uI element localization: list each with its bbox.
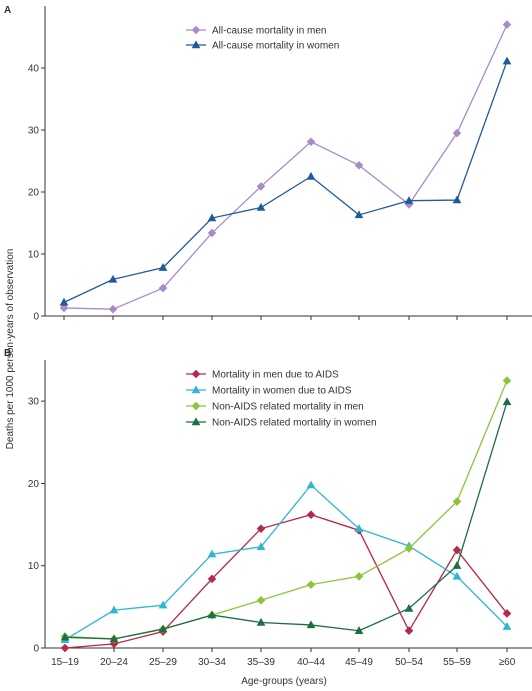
y-tick-label: 10	[28, 561, 40, 572]
legend-label: All-cause mortality in women	[212, 41, 339, 52]
series-2-point	[59, 297, 69, 306]
x-tick-label: 35–39	[247, 657, 275, 668]
panel-a-letter: A	[4, 5, 11, 16]
series-2-point	[109, 605, 119, 614]
legend-label: Mortality in women due to AIDS	[212, 386, 352, 397]
x-tick-label: 30–34	[198, 657, 226, 668]
series-2-point	[354, 524, 364, 532]
series-line-1	[64, 514, 508, 649]
series-4-point	[404, 603, 414, 612]
series-1-point	[60, 643, 70, 653]
y-tick-label: 30	[28, 397, 40, 408]
series-3-point	[306, 580, 316, 589]
x-tick-label: 20–24	[100, 657, 128, 668]
x-tick-label: 15–19	[51, 657, 79, 668]
series-3-point	[354, 572, 364, 581]
legend-label: Mortality in men due to AIDS	[212, 370, 339, 381]
series-4-point	[354, 626, 364, 634]
x-tick-label: 45–49	[345, 657, 373, 668]
series-line-1	[63, 24, 508, 310]
series-2-point	[306, 480, 316, 489]
series-2-point	[108, 274, 118, 283]
series-1-point	[404, 626, 414, 636]
x-tick-label: 55–59	[443, 657, 471, 668]
legend-marker	[191, 369, 201, 379]
series-2-point	[207, 213, 217, 222]
series-2-point	[502, 622, 512, 630]
legend-marker	[191, 401, 201, 411]
legend-marker	[191, 25, 201, 35]
x-tick-label: 25–29	[149, 657, 177, 668]
y-tick-label: 30	[28, 126, 40, 137]
series-1-point	[158, 283, 168, 293]
series-2-point	[404, 196, 414, 204]
x-tick-label: 50–54	[395, 657, 423, 668]
series-2-point	[502, 56, 512, 65]
series-3-point	[256, 595, 266, 605]
y-tick-label: 0	[33, 312, 39, 323]
legend-marker	[191, 385, 201, 394]
panel-b-plot: 0 10 20 30 15–19 20–24 25–29 30–34 35–39 40–44 45–…	[28, 360, 532, 668]
series-2-point	[256, 542, 266, 551]
series-line-2	[64, 484, 508, 641]
series-2-point	[158, 263, 168, 271]
series-2-point	[256, 202, 266, 211]
y-tick-label: 10	[28, 250, 40, 261]
series-4-point	[158, 624, 168, 633]
y-tick-label: 0	[33, 644, 39, 655]
series-line-4	[64, 401, 508, 640]
series-2-point	[306, 171, 316, 180]
series-4-point	[452, 561, 462, 569]
series-4-point	[109, 634, 119, 643]
series-1-point	[452, 545, 462, 555]
legend-label: Non-AIDS related mortality in women	[212, 418, 377, 429]
series-1-point	[207, 228, 217, 238]
series-1-point	[207, 574, 217, 584]
series-1-point	[354, 161, 364, 170]
series-2-point	[354, 210, 364, 219]
series-4-point	[306, 620, 316, 629]
y-tick-label: 40	[28, 64, 40, 75]
legend-label: All-cause mortality in men	[212, 26, 326, 37]
legend-marker	[191, 417, 201, 426]
series-1-point	[306, 510, 316, 519]
legend-label: Non-AIDS related mortality in men	[212, 402, 364, 413]
x-tick-label: ≥60	[499, 657, 516, 668]
series-1-point	[256, 524, 266, 533]
series-line-2	[63, 60, 508, 303]
series-1-point	[256, 182, 266, 191]
legend-marker	[191, 40, 201, 49]
series-1-point	[502, 20, 512, 29]
series-1-point	[306, 137, 316, 147]
series-3-point	[404, 544, 414, 553]
series-1-point	[452, 128, 462, 138]
series-4-point	[60, 632, 70, 641]
series-3-point	[452, 497, 462, 506]
series-1-point	[502, 609, 512, 618]
series-4-point	[256, 617, 266, 626]
panel-b-letter: B	[4, 348, 11, 359]
y-tick-label: 20	[28, 188, 40, 199]
series-1-point	[59, 303, 69, 313]
series-4-point	[207, 610, 217, 619]
series-4-point	[502, 397, 512, 406]
y-axis-label: Deaths per 1000 person-years of observat…	[5, 249, 16, 450]
series-3-point	[502, 376, 512, 385]
series-2-point	[207, 549, 217, 558]
panel-a-plot: 0 10 20 30 40 All-cause mortality in men All-c…	[28, 6, 532, 323]
y-tick-label: 20	[28, 479, 40, 490]
series-2-point	[158, 600, 168, 609]
x-tick-label: 40–44	[297, 657, 325, 668]
x-axis-label: Age-groups (years)	[241, 676, 327, 687]
series-1-point	[108, 304, 118, 314]
series-2-point	[452, 195, 462, 204]
series-2-point	[452, 571, 462, 580]
